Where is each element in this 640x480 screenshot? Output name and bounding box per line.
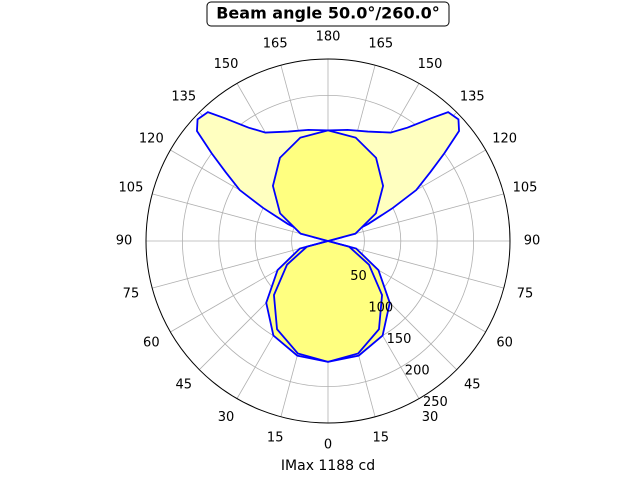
r-tick-label: 50 — [350, 269, 367, 284]
theta-tick-label: 165 — [263, 36, 288, 51]
theta-tick-label: 30 — [218, 410, 235, 425]
theta-tick-label: 30 — [422, 410, 439, 425]
theta-tick-label: 75 — [517, 286, 534, 301]
x-axis-label: IMax 1188 cd — [281, 458, 375, 474]
title-box — [206, 1, 450, 27]
r-tick-label: 100 — [368, 301, 393, 316]
theta-grid-line — [152, 193, 329, 242]
theta-tick-label: 45 — [175, 378, 192, 393]
theta-tick-label: 90 — [116, 234, 133, 249]
plot — [196, 111, 460, 363]
theta-tick-label: 15 — [373, 431, 390, 446]
r-tick-label: 150 — [387, 332, 412, 347]
theta-tick-label: 60 — [496, 336, 513, 351]
theta-tick-label: 165 — [368, 36, 393, 51]
r-tick-label: 200 — [405, 364, 430, 379]
theta-tick-label: 105 — [513, 181, 538, 196]
theta-tick-label: 180 — [316, 30, 341, 45]
theta-tick-label: 90 — [524, 234, 541, 249]
curve — [273, 240, 383, 363]
filled-curve — [271, 129, 385, 242]
r-grid-line — [181, 94, 475, 388]
theta-tick-label: 150 — [214, 57, 239, 72]
theta-tick-label: 60 — [143, 336, 160, 351]
theta-tick-label: 120 — [139, 132, 164, 147]
theta-tick-label: 75 — [123, 286, 140, 301]
theta-tick-label: 105 — [119, 181, 144, 196]
theta-tick-label: 135 — [171, 89, 196, 104]
theta-tick-label: 15 — [267, 431, 284, 446]
theta-tick-label: 0 — [324, 438, 332, 453]
ticks: 0 15 30 45 60 75 90 105 120 135 150 165 180 15 30 45 60 7… — [116, 30, 541, 453]
theta-tick-label: 135 — [460, 89, 485, 104]
theta-tick-label: 45 — [464, 378, 481, 393]
theta-tick-label: 120 — [492, 132, 517, 147]
theta-grid-line — [327, 193, 504, 242]
chart-title: Beam angle 50.0°/260.0° — [216, 4, 440, 23]
r-tick-label: 250 — [423, 395, 448, 410]
theta-tick-label: 150 — [418, 57, 443, 72]
outer-spine — [145, 58, 511, 424]
